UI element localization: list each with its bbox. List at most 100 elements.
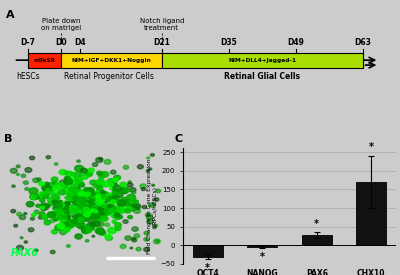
Circle shape bbox=[59, 170, 66, 175]
Circle shape bbox=[68, 206, 73, 209]
Circle shape bbox=[63, 188, 72, 195]
Y-axis label: Fold Change in Gene Expression
(RPCs/hESCs): Fold Change in Gene Expression (RPCs/hES… bbox=[147, 159, 158, 254]
Circle shape bbox=[62, 213, 66, 216]
Circle shape bbox=[73, 199, 79, 203]
Circle shape bbox=[114, 175, 120, 180]
Circle shape bbox=[58, 216, 67, 221]
Circle shape bbox=[108, 227, 116, 233]
Circle shape bbox=[87, 172, 92, 176]
Circle shape bbox=[74, 199, 80, 203]
Circle shape bbox=[80, 192, 88, 199]
Circle shape bbox=[32, 213, 36, 216]
Circle shape bbox=[93, 214, 100, 219]
Circle shape bbox=[152, 184, 154, 186]
Circle shape bbox=[125, 236, 131, 240]
Circle shape bbox=[146, 170, 149, 172]
Circle shape bbox=[72, 195, 80, 201]
Circle shape bbox=[68, 211, 76, 217]
Circle shape bbox=[101, 194, 105, 198]
Circle shape bbox=[90, 210, 95, 214]
Circle shape bbox=[30, 194, 38, 200]
Circle shape bbox=[80, 201, 85, 204]
Circle shape bbox=[16, 245, 24, 250]
Circle shape bbox=[92, 235, 95, 237]
Circle shape bbox=[84, 201, 92, 207]
Circle shape bbox=[56, 196, 60, 199]
Circle shape bbox=[73, 215, 81, 221]
Circle shape bbox=[91, 209, 96, 213]
Circle shape bbox=[75, 192, 83, 197]
Circle shape bbox=[116, 207, 126, 213]
Circle shape bbox=[68, 223, 74, 227]
Circle shape bbox=[112, 205, 116, 208]
Circle shape bbox=[100, 197, 105, 201]
Circle shape bbox=[123, 188, 130, 192]
Circle shape bbox=[76, 216, 82, 220]
Circle shape bbox=[23, 181, 28, 185]
Circle shape bbox=[73, 193, 78, 196]
Circle shape bbox=[30, 156, 35, 160]
Circle shape bbox=[104, 160, 111, 164]
Circle shape bbox=[85, 191, 94, 198]
Circle shape bbox=[61, 204, 69, 209]
Circle shape bbox=[40, 203, 49, 209]
Circle shape bbox=[68, 188, 76, 194]
Circle shape bbox=[111, 182, 117, 186]
Circle shape bbox=[78, 199, 86, 205]
Circle shape bbox=[81, 195, 86, 198]
Circle shape bbox=[146, 213, 151, 217]
Circle shape bbox=[20, 237, 23, 239]
Circle shape bbox=[156, 240, 159, 242]
Circle shape bbox=[82, 211, 90, 217]
Circle shape bbox=[112, 191, 119, 196]
Circle shape bbox=[62, 215, 67, 219]
Circle shape bbox=[90, 212, 94, 215]
Circle shape bbox=[73, 200, 80, 205]
Circle shape bbox=[61, 214, 70, 220]
Circle shape bbox=[87, 204, 95, 209]
Circle shape bbox=[113, 198, 120, 203]
Text: Retinal Glial Cells: Retinal Glial Cells bbox=[224, 73, 300, 81]
Circle shape bbox=[84, 203, 89, 207]
Circle shape bbox=[129, 203, 133, 206]
Circle shape bbox=[116, 216, 120, 219]
Circle shape bbox=[46, 156, 50, 159]
Circle shape bbox=[77, 219, 84, 224]
Circle shape bbox=[43, 216, 48, 220]
Circle shape bbox=[54, 203, 59, 207]
Circle shape bbox=[98, 180, 105, 185]
Circle shape bbox=[78, 198, 87, 204]
Circle shape bbox=[76, 195, 83, 200]
Circle shape bbox=[96, 185, 103, 190]
Circle shape bbox=[79, 226, 84, 229]
Circle shape bbox=[42, 185, 51, 191]
Circle shape bbox=[82, 202, 90, 208]
Circle shape bbox=[36, 204, 40, 207]
Circle shape bbox=[108, 198, 112, 201]
Bar bbox=[193, 245, 223, 257]
Circle shape bbox=[93, 221, 100, 226]
Text: Retinal Progenitor Cells: Retinal Progenitor Cells bbox=[64, 73, 154, 81]
Circle shape bbox=[70, 197, 78, 202]
Circle shape bbox=[19, 215, 26, 219]
Circle shape bbox=[86, 213, 92, 217]
Circle shape bbox=[54, 202, 62, 208]
Circle shape bbox=[82, 195, 90, 200]
Circle shape bbox=[68, 190, 74, 194]
Circle shape bbox=[65, 226, 71, 230]
Circle shape bbox=[93, 219, 96, 221]
Circle shape bbox=[125, 209, 130, 213]
Circle shape bbox=[100, 207, 106, 212]
Circle shape bbox=[81, 204, 86, 207]
Circle shape bbox=[99, 158, 103, 160]
Circle shape bbox=[104, 199, 108, 203]
Circle shape bbox=[76, 196, 81, 199]
Circle shape bbox=[42, 215, 48, 219]
Circle shape bbox=[68, 194, 72, 197]
Circle shape bbox=[154, 224, 158, 227]
Circle shape bbox=[98, 207, 102, 210]
Circle shape bbox=[84, 197, 89, 201]
Circle shape bbox=[82, 200, 87, 204]
Circle shape bbox=[45, 182, 49, 186]
Circle shape bbox=[111, 194, 118, 199]
